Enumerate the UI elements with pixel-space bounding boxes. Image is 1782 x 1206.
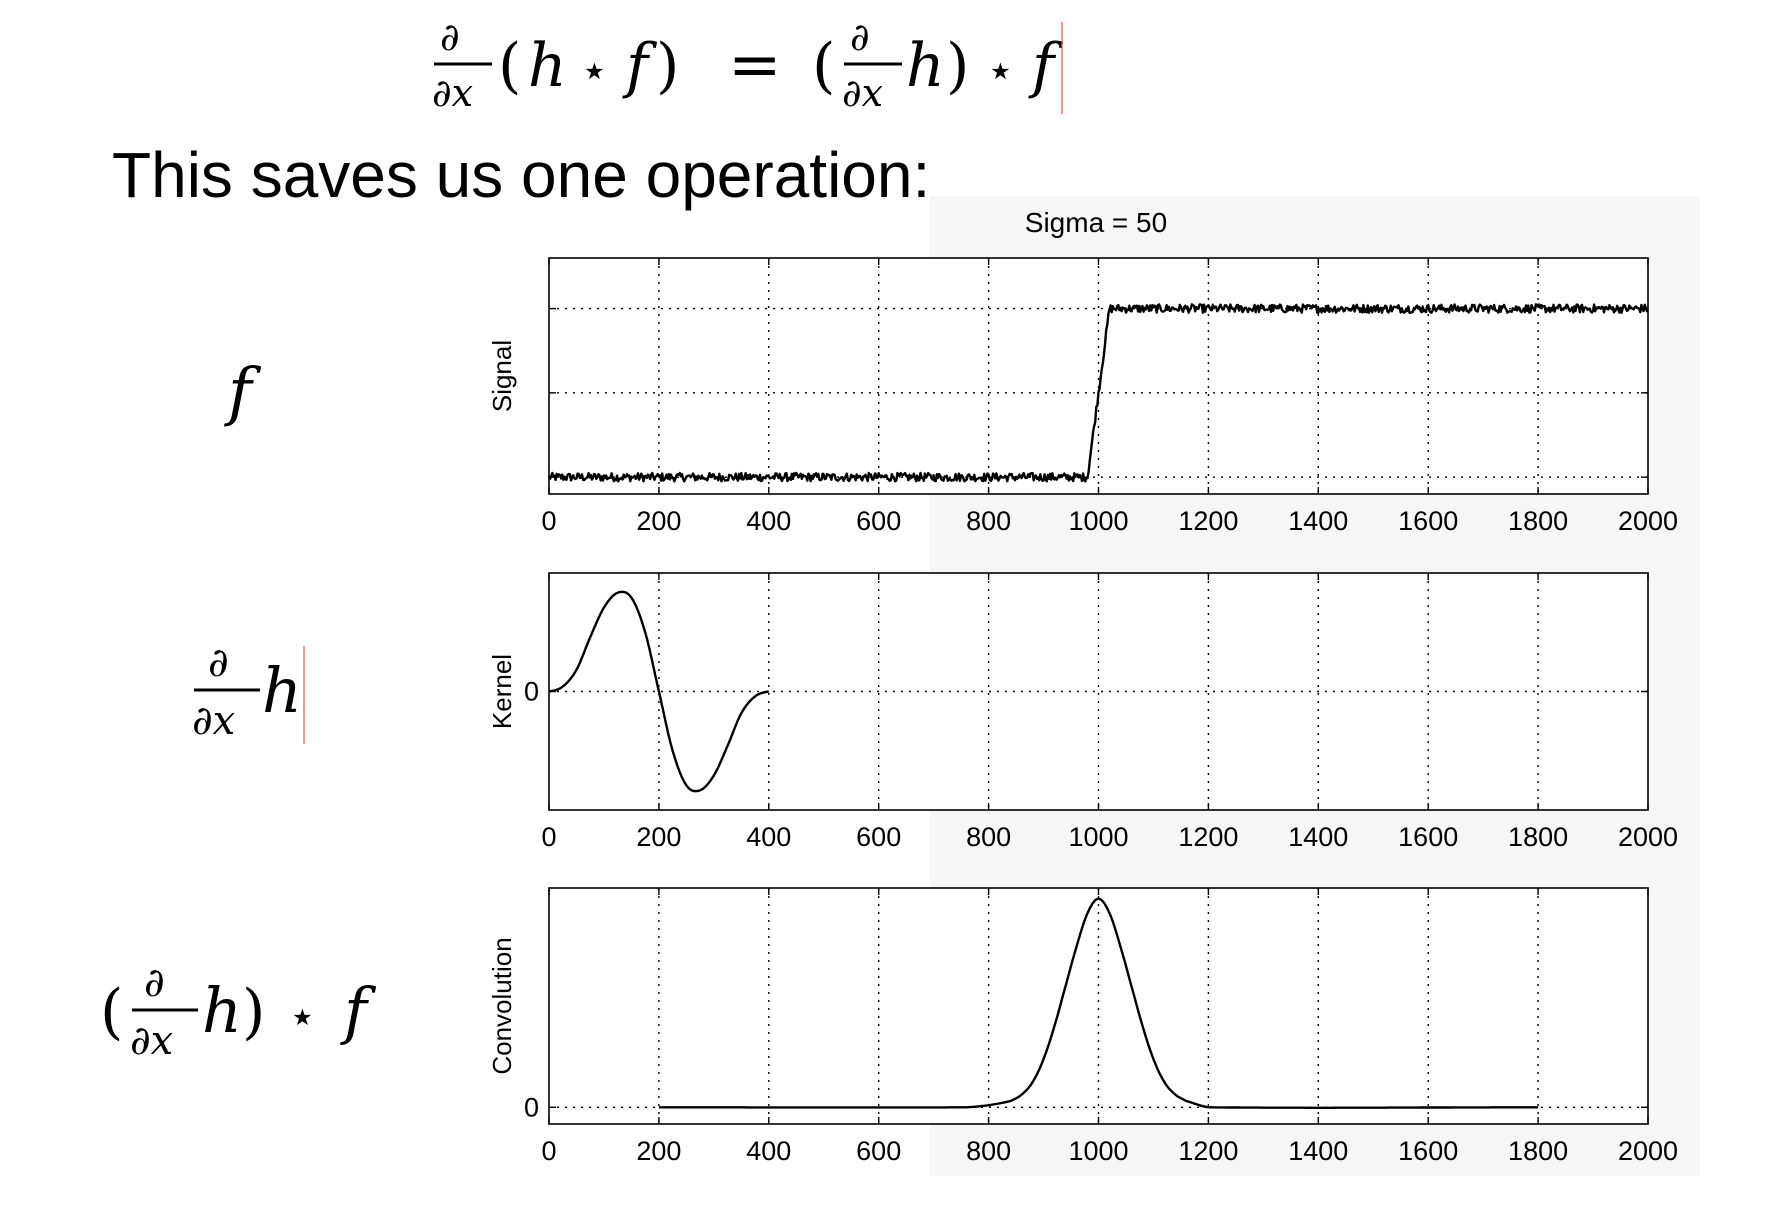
svg-text:∂x: ∂x [192,698,235,744]
convolution-xtick-label-0: 0 [541,1136,556,1166]
kernel-xtick-label-800: 800 [966,822,1011,852]
svg-text:∂x: ∂x [842,71,883,115]
kernel-series-line-0 [548,590,770,793]
svg-text:∂: ∂ [208,640,229,686]
signal-xtick-label-1600: 1600 [1398,506,1458,536]
convolution-ytick-label-0: 0 [524,1092,539,1122]
convolution-row-label: ( ∂ ∂x h ) ⋆ f [100,960,377,1064]
kernel-row-label: ∂ ∂x h [192,640,305,744]
figure-title: Sigma = 50 [1025,207,1167,238]
svg-text:h: h [528,31,567,101]
signal-xtick-label-1000: 1000 [1068,506,1128,536]
svg-text:(: ( [812,31,835,101]
kernel-xtick-label-400: 400 [746,822,791,852]
convolution-xtick-label-1200: 1200 [1178,1136,1238,1166]
kernel-xtick-label-200: 200 [636,822,681,852]
signal-xtick-label-600: 600 [856,506,901,536]
signal-xtick-label-1400: 1400 [1288,506,1348,536]
kernel-xtick-label-1600: 1600 [1398,822,1458,852]
kernel-ylabel: Kernel [487,654,517,729]
convolution-xtick-label-600: 600 [856,1136,901,1166]
kernel-xtick-label-2000: 2000 [1618,822,1678,852]
svg-text:(: ( [498,31,521,101]
kernel-xtick-label-1000: 1000 [1068,822,1128,852]
signal-xtick-label-400: 400 [746,506,791,536]
convolution-xtick-label-1400: 1400 [1288,1136,1348,1166]
kernel-axes-frame [548,572,1649,811]
svg-text:∂x: ∂x [130,1018,173,1064]
svg-text:⋆: ⋆ [288,989,317,1043]
svg-text:): ) [946,31,969,101]
convolution-xtick-label-400: 400 [746,1136,791,1166]
convolution-plot-area [549,888,1648,1124]
svg-text:∂x: ∂x [432,71,473,115]
signal-plot-area [549,258,1648,494]
signal-axes-frame [548,257,1649,495]
kernel-xtick-label-1800: 1800 [1508,822,1568,852]
kernel-xtick-label-1400: 1400 [1288,822,1348,852]
signal-xtick-label-1200: 1200 [1178,506,1238,536]
convolution-axes-frame [548,887,1649,1125]
kernel-xtick-label-1200: 1200 [1178,822,1238,852]
svg-text:): ) [656,31,679,101]
convolution-xtick-label-200: 200 [636,1136,681,1166]
convolution-ylabel: Convolution [487,937,517,1074]
convolution-xtick-label-1600: 1600 [1398,1136,1458,1166]
signal-xtick-label-800: 800 [966,506,1011,536]
convolution-xtick-label-800: 800 [966,1136,1011,1166]
svg-text:∂: ∂ [440,18,460,59]
caption-text: This saves us one operation: [112,139,931,211]
signal-ylabel: Signal [487,340,517,412]
svg-text:⋆: ⋆ [986,43,1015,97]
convolution-series-line-0 [658,897,1539,1110]
signal-xtick-label-0: 0 [541,506,556,536]
svg-text:⋆: ⋆ [580,43,609,97]
svg-text:(: ( [100,977,123,1047]
svg-text:h: h [262,654,302,727]
svg-text:h: h [202,974,242,1047]
kernel-xtick-label-0: 0 [541,822,556,852]
signal-xtick-label-2000: 2000 [1618,506,1678,536]
kernel-xtick-label-600: 600 [856,822,901,852]
svg-text:): ) [242,977,265,1047]
svg-text:h: h [906,31,945,101]
convolution-xtick-label-1000: 1000 [1068,1136,1128,1166]
convolution-xtick-label-2000: 2000 [1618,1136,1678,1166]
top-equation: ∂ ∂x ( h ⋆ f ) = ( ∂ ∂x h ) ⋆ f [432,18,1064,115]
svg-text:=: = [728,28,782,102]
signal-xtick-label-200: 200 [636,506,681,536]
kernel-ytick-label-0: 0 [524,677,539,707]
convolution-xtick-label-1800: 1800 [1508,1136,1568,1166]
signal-row-label: f [224,355,262,429]
svg-text:∂: ∂ [850,18,870,59]
svg-text:∂: ∂ [144,960,165,1006]
kernel-plot-area [549,573,1648,810]
signal-series-line-0 [547,303,1649,483]
signal-xtick-label-1800: 1800 [1508,506,1568,536]
